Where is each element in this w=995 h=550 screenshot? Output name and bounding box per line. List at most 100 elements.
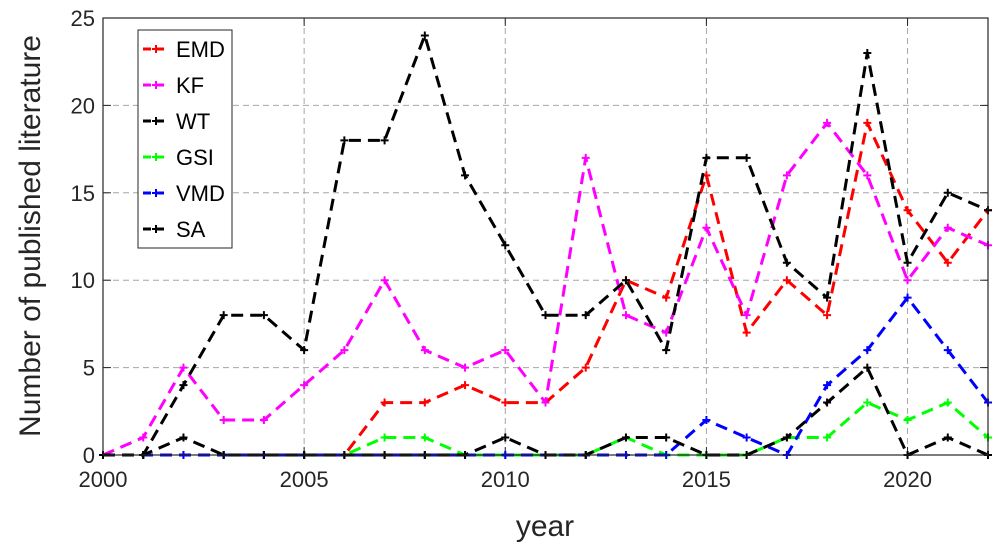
data-point-gsi <box>823 433 832 442</box>
data-point-kf <box>823 118 832 127</box>
legend-marker-vmd <box>152 189 160 197</box>
data-point-kf <box>259 416 268 425</box>
y-axis-label: Number of published literature <box>14 35 47 437</box>
data-point-wt <box>621 276 630 285</box>
data-point-wt <box>300 346 309 355</box>
legend-label-sa: SA <box>176 217 206 242</box>
data-point-wt <box>662 346 671 355</box>
x-tick-label: 2015 <box>682 467 731 492</box>
data-point-emd <box>863 118 872 127</box>
data-point-vmd <box>863 346 872 355</box>
data-point-gsi <box>380 433 389 442</box>
data-point-kf <box>541 398 550 407</box>
data-point-kf <box>501 346 510 355</box>
data-point-kf <box>863 171 872 180</box>
x-tick-label: 2000 <box>79 467 128 492</box>
data-point-emd <box>782 276 791 285</box>
data-point-wt <box>541 311 550 320</box>
data-point-sa <box>662 433 671 442</box>
y-tick-label: 15 <box>71 181 95 206</box>
data-point-vmd <box>903 293 912 302</box>
data-point-gsi <box>943 398 952 407</box>
data-point-emd <box>823 311 832 320</box>
data-point-kf <box>139 433 148 442</box>
data-point-wt <box>501 241 510 250</box>
plot-area <box>103 18 988 455</box>
legend-marker-kf <box>152 81 160 89</box>
data-point-kf <box>300 381 309 390</box>
data-point-emd <box>943 258 952 267</box>
data-point-wt <box>259 311 268 320</box>
legend-marker-sa <box>152 225 160 233</box>
data-point-gsi <box>863 398 872 407</box>
data-point-emd <box>380 398 389 407</box>
legend-marker-emd <box>152 45 160 53</box>
legend-label-vmd: VMD <box>176 181 225 206</box>
data-point-kf <box>702 223 711 232</box>
y-tick-label: 20 <box>71 93 95 118</box>
x-tick-label: 2020 <box>883 467 932 492</box>
data-point-kf <box>380 276 389 285</box>
data-point-emd <box>903 206 912 215</box>
x-axis-label: year <box>516 510 574 543</box>
data-point-gsi <box>903 416 912 425</box>
data-point-wt <box>179 381 188 390</box>
data-point-emd <box>501 398 510 407</box>
data-point-kf <box>621 311 630 320</box>
data-point-wt <box>420 31 429 40</box>
legend-marker-gsi <box>152 153 160 161</box>
data-point-kf <box>782 171 791 180</box>
data-point-kf <box>943 223 952 232</box>
legend-box <box>137 29 233 249</box>
data-point-emd <box>742 328 751 337</box>
series-line-gsi <box>103 401 989 457</box>
data-point-wt <box>782 258 791 267</box>
legend-label-gsi: GSI <box>176 145 214 170</box>
data-point-wt <box>380 136 389 145</box>
series-line-wt <box>103 34 989 457</box>
plot-frame <box>102 17 989 456</box>
data-point-wt <box>219 311 228 320</box>
legend-label-wt: WT <box>176 109 210 134</box>
data-point-emd <box>581 363 590 372</box>
data-point-sa <box>621 433 630 442</box>
data-point-vmd <box>823 381 832 390</box>
data-point-sa <box>782 433 791 442</box>
data-point-wt <box>340 136 349 145</box>
data-point-vmd <box>702 416 711 425</box>
data-point-kf <box>179 363 188 372</box>
legend: EMD KF WT GSI VMD SA <box>137 29 233 249</box>
data-point-wt <box>903 258 912 267</box>
data-point-emd <box>461 381 470 390</box>
legend-label-kf: KF <box>176 73 204 98</box>
data-point-sa <box>501 433 510 442</box>
data-point-sa <box>863 363 872 372</box>
data-point-wt <box>581 311 590 320</box>
data-point-wt <box>461 171 470 180</box>
y-tick-label: 5 <box>83 356 95 381</box>
legend-label-emd: EMD <box>176 37 225 62</box>
data-point-wt <box>702 153 711 162</box>
data-point-emd <box>420 398 429 407</box>
data-point-kf <box>581 153 590 162</box>
data-point-emd <box>662 293 671 302</box>
x-tick-label: 2010 <box>481 467 530 492</box>
data-point-wt <box>943 188 952 197</box>
data-point-gsi <box>420 433 429 442</box>
y-tick-label: 0 <box>83 443 95 468</box>
y-tick-label: 25 <box>71 6 95 31</box>
data-point-sa <box>943 433 952 442</box>
data-point-wt <box>823 293 832 302</box>
data-point-kf <box>461 363 470 372</box>
data-point-kf <box>420 346 429 355</box>
data-point-kf <box>340 346 349 355</box>
data-point-wt <box>742 153 751 162</box>
data-point-vmd <box>742 433 751 442</box>
data-point-kf <box>219 416 228 425</box>
tick-labels: 0 5 10 15 20 25 2000 2005 2010 2015 2020 <box>71 6 933 492</box>
data-point-vmd <box>943 346 952 355</box>
data-point-kf <box>742 311 751 320</box>
legend-marker-wt <box>152 117 160 125</box>
data-point-sa <box>823 398 832 407</box>
